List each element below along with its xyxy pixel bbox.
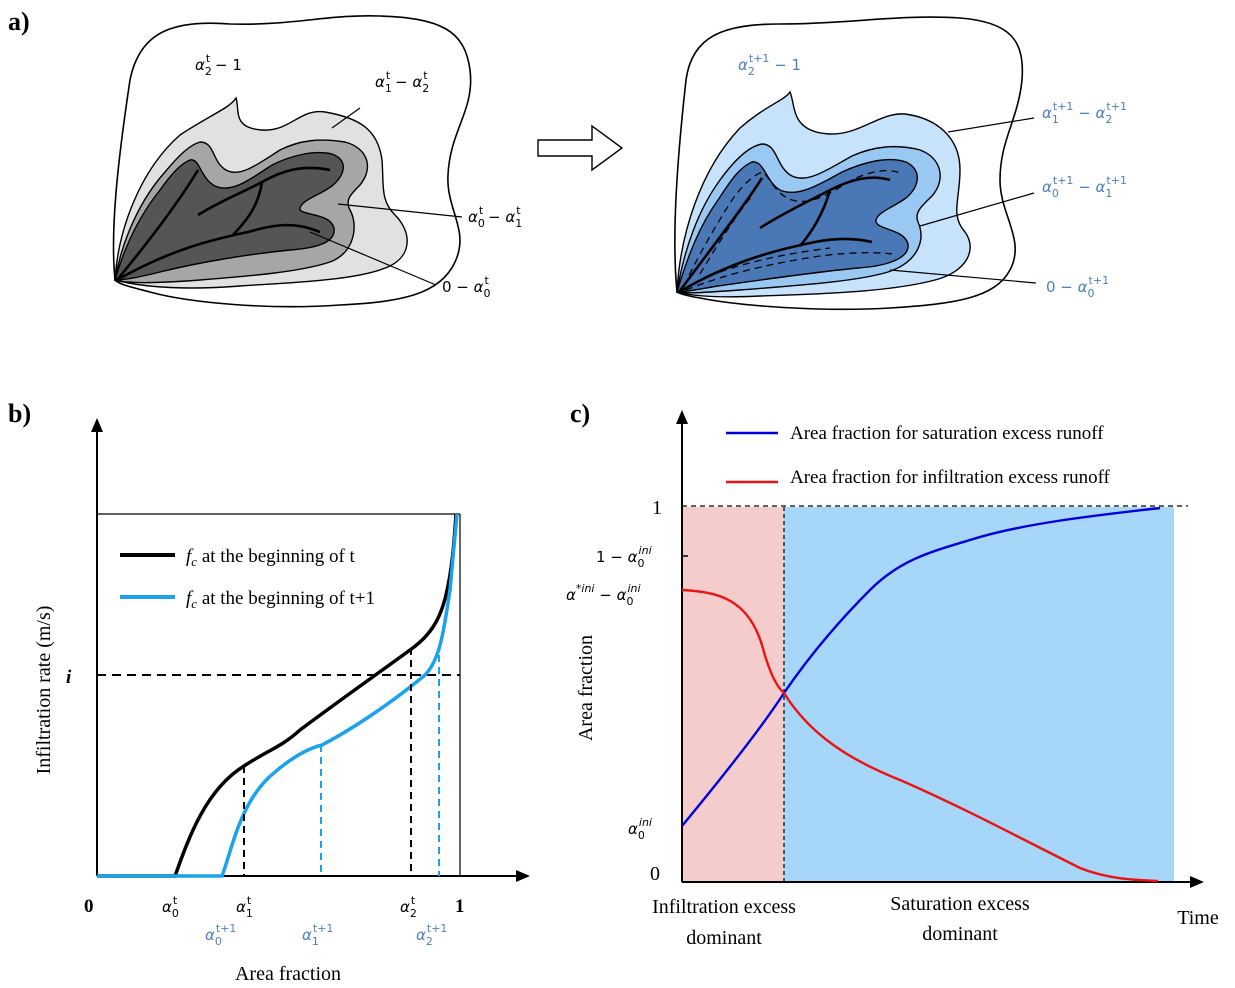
c-region-left-line1: Infiltration excess [652, 896, 796, 918]
watershed-right [674, 16, 1024, 311]
b-y-tick-i: i [66, 667, 72, 688]
b-tick-alpha0-t1: α0t+1 [205, 922, 236, 948]
b-curve-fc-t [97, 513, 458, 878]
b-tick-alpha2-t1: α2t+1 [416, 922, 447, 948]
c-region-right-line2: dominant [922, 923, 998, 945]
panel-c-label: c) [570, 399, 590, 428]
c-ytick-one-minus-alpha0: 1 − α0ini [596, 544, 652, 570]
labels-right: α2t+1 − 1 α1t+1 − α2t+1 α0t+1 − α1t+1 0 … [738, 52, 1127, 300]
label-right-zone01: α0t+1 − α1t+1 [1042, 174, 1127, 200]
c-legend-infiltration: Area fraction for infiltration excess ru… [790, 467, 1111, 488]
b-tick-alpha1-t1: α1t+1 [302, 922, 333, 948]
label-left-outer: α2t − 1 [195, 52, 242, 78]
transition-arrow-icon [537, 124, 624, 172]
b-x-tick-0: 0 [84, 896, 94, 917]
label-left-zone0: 0 − α0t [442, 274, 491, 300]
label-right-zone0: 0 − α0t+1 [1046, 274, 1109, 300]
leader-lines-left [309, 107, 463, 286]
c-curve-saturation [681, 506, 1161, 827]
c-curve-infiltration [681, 588, 1159, 883]
c-region-left-line2: dominant [686, 927, 762, 949]
b-legend-blue: fc at the beginning of t+1 [186, 588, 375, 611]
b-y-axis-label: Infiltration rate (m/s) [33, 606, 55, 775]
stream-network-left [115, 166, 331, 282]
b-x-tick-1: 1 [455, 896, 465, 917]
watershed-right-zone0 [676, 158, 918, 293]
c-ytick-one: 1 [652, 497, 662, 519]
b-tick-alpha0-t: α0t [162, 894, 179, 920]
c-ytick-alpha0-ini: α0ini [628, 816, 652, 842]
c-ytick-zero: 0 [650, 863, 660, 885]
c-region-right-line1: Saturation excess [890, 893, 1030, 915]
saturation-dashed-contours [683, 169, 903, 291]
c-y-axis-label: Area fraction [575, 635, 597, 741]
c-region-infiltration [682, 507, 784, 882]
label-left-zone12: α1t − α2t [375, 69, 429, 95]
c-x-axis-label: Time [1177, 907, 1219, 929]
c-ytick-alphastar-minus-alpha0: α*ini − α0ini [566, 582, 641, 608]
c-legend-saturation: Area fraction for saturation excess runo… [790, 423, 1104, 444]
b-x-axis-label: Area fraction [235, 963, 341, 985]
diagram-b: fc at the beginning of t fc at the begin… [33, 418, 530, 985]
panel-a-label: a) [8, 7, 30, 36]
label-right-outer: α2t+1 − 1 [738, 52, 801, 78]
b-tick-alpha2-t: α2t [400, 894, 417, 920]
label-right-zone12: α1t+1 − α2t+1 [1042, 100, 1127, 126]
c-region-saturation [784, 507, 1174, 882]
b-legend-black: fc at the beginning of t [186, 546, 356, 569]
b-tick-alpha1-t: α1t [236, 894, 253, 920]
watershed-left-zone0 [114, 151, 344, 281]
leader-lines-right [889, 117, 1037, 284]
label-left-zone01: α0t − α1t [468, 204, 522, 230]
stream-network-right [677, 176, 891, 294]
watershed-left [112, 14, 472, 308]
diagram-c: Area fraction for saturation excess runo… [566, 410, 1219, 949]
panel-b-label: b) [8, 399, 31, 428]
b-curve-fc-t1 [97, 513, 459, 878]
